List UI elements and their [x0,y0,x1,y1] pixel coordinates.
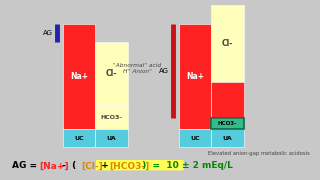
Text: HCO3-: HCO3- [218,121,237,126]
Bar [211,82,244,118]
Bar [179,129,211,147]
Text: )  =  10 ± 2 mEq/L: ) = 10 ± 2 mEq/L [139,161,233,170]
Bar [63,129,95,147]
Text: [HCO3-]: [HCO3-] [109,161,150,170]
Text: Na+: Na+ [186,72,204,81]
Text: [Na+]: [Na+] [39,161,68,170]
Text: UC: UC [190,136,200,141]
FancyBboxPatch shape [96,160,184,170]
Bar [179,24,211,129]
Bar [95,42,128,106]
Text: [Cl-]: [Cl-] [81,161,103,170]
Text: +: + [98,161,112,170]
Bar [211,118,244,129]
Bar [63,24,95,129]
Text: Cl-: Cl- [106,69,117,78]
Bar [211,129,244,147]
Text: UA: UA [222,136,232,141]
Text: "Abnormal" acid
H⁺ Anion": "Abnormal" acid H⁺ Anion" [113,63,161,74]
Bar [95,129,128,147]
Text: -  (: - ( [59,161,79,170]
Text: AG =: AG = [12,161,40,170]
Text: UA: UA [107,136,116,141]
Text: Na+: Na+ [70,72,88,81]
Text: Elevated anion-gap metabolic acidosis: Elevated anion-gap metabolic acidosis [208,151,310,156]
Bar [211,118,244,129]
Text: AG: AG [159,68,169,74]
Text: HCO3-: HCO3- [100,115,123,120]
Text: UC: UC [74,136,84,141]
Bar [211,5,244,82]
Text: Cl-: Cl- [222,39,233,48]
Text: AG: AG [43,30,53,36]
Bar [95,106,128,129]
